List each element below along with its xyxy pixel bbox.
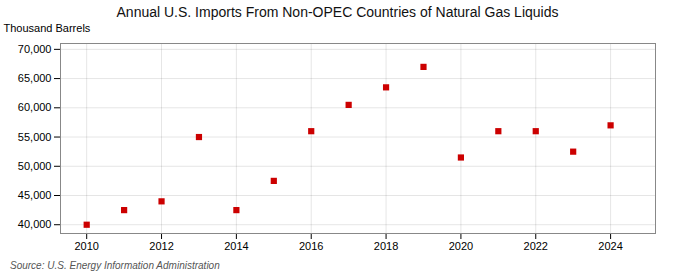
svg-text:Thousand Barrels: Thousand Barrels [4,22,91,34]
svg-text:50,000: 50,000 [18,160,52,172]
svg-text:55,000: 55,000 [18,131,52,143]
svg-text:70,000: 70,000 [18,43,52,55]
svg-text:2018: 2018 [374,240,398,252]
html-text:Source: U.S. Energy Informatio: Source: U.S. Energy Information Administ… [10,260,220,271]
svg-text:65,000: 65,000 [18,72,52,84]
svg-text:40,000: 40,000 [18,218,52,230]
svg-text:2014: 2014 [224,240,248,252]
svg-text:2016: 2016 [299,240,323,252]
svg-text:45,000: 45,000 [18,189,52,201]
svg-text:60,000: 60,000 [18,101,52,113]
svg-text:2010: 2010 [74,240,98,252]
svg-text:2022: 2022 [524,240,548,252]
svg-text:2020: 2020 [449,240,473,252]
svg-text:2024: 2024 [598,240,622,252]
svg-text:2012: 2012 [149,240,173,252]
html-text:Annual U.S. Imports From Non-O: Annual U.S. Imports From Non-OPEC Countr… [116,4,559,20]
